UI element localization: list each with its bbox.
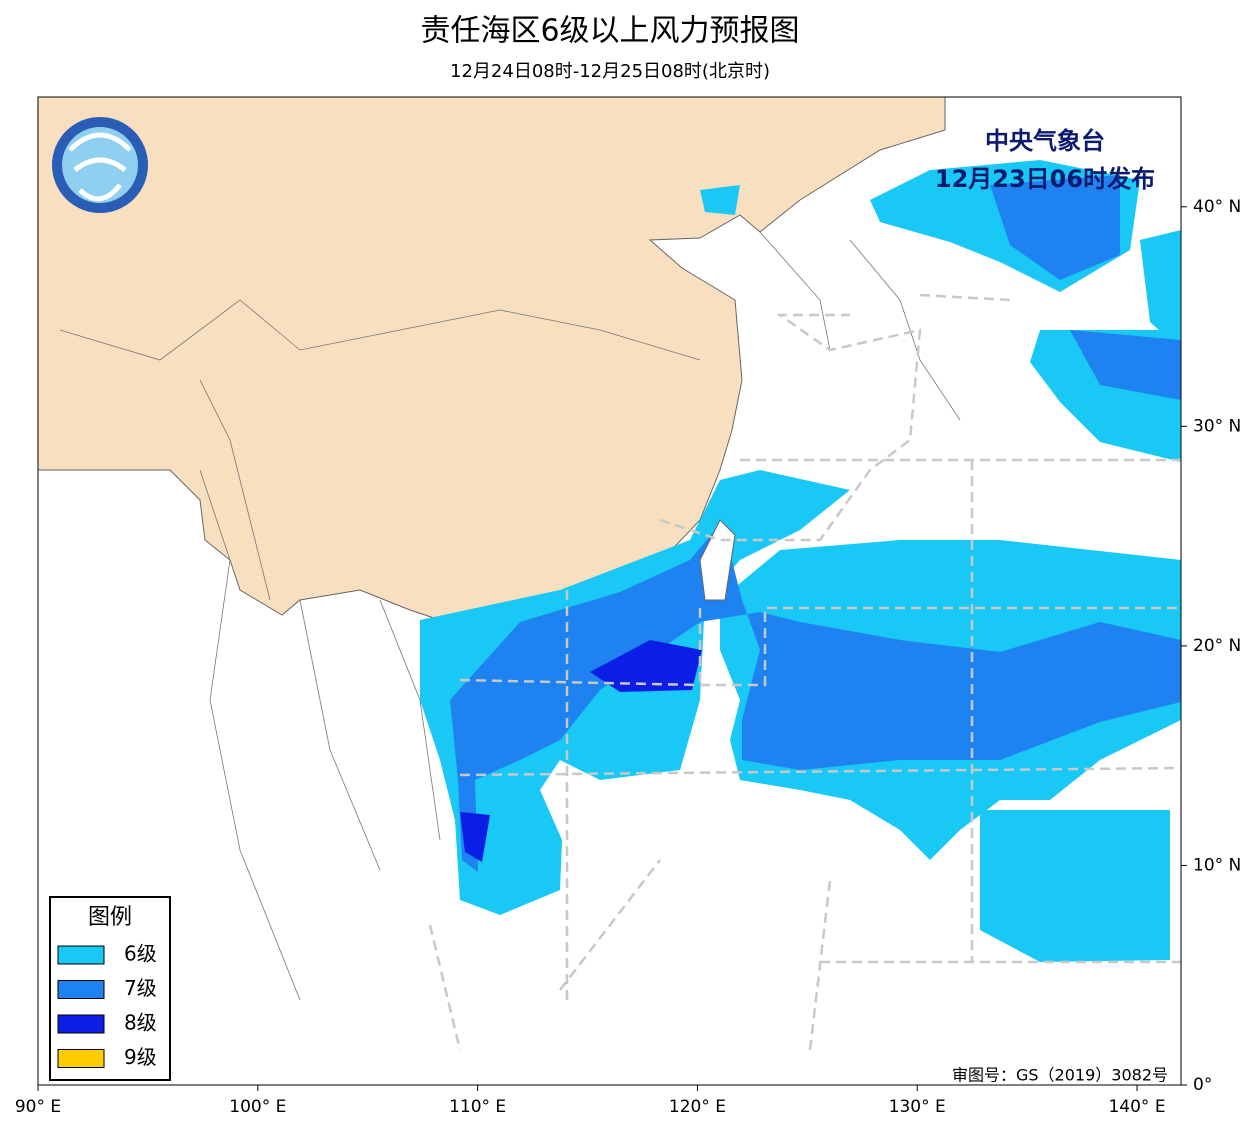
logo-inner (62, 127, 138, 203)
x-tick-label: 90° E (15, 1097, 61, 1117)
zone (460, 640, 702, 862)
logo (52, 117, 148, 213)
legend-label: 7级 (124, 976, 157, 1000)
legend-label: 6级 (124, 942, 157, 966)
zone (700, 185, 1181, 462)
legend-label: 9级 (124, 1045, 157, 1069)
y-tick-label: 20° N (1193, 636, 1241, 656)
x-tick-label: 100° E (229, 1097, 286, 1117)
legend-swatch (57, 980, 105, 999)
subtitle: 12月24日08时-12月25日08时(北京时) (450, 61, 770, 82)
issuer-time: 12月23日06时发布 (935, 165, 1155, 193)
issuer-name: 中央气象台 (985, 127, 1105, 155)
sea-area-boundaries (428, 293, 1182, 1051)
zone (450, 522, 1181, 872)
zone (990, 175, 1181, 400)
x-tick-label: 110° E (449, 1097, 506, 1117)
y-tick-label: 10° N (1193, 855, 1241, 875)
y-tick-label: 30° N (1193, 416, 1241, 436)
map-area: 中央气象台 12月23日06时发布 审图号：GS（2019）3082号 图例 6… (37, 96, 1182, 1085)
y-tick-label: 0° (1193, 1075, 1212, 1095)
map-frame (37, 96, 1182, 1086)
x-tick-label: 130° E (889, 1097, 946, 1117)
approval-number: 审图号：GS（2019）3082号 (952, 1066, 1168, 1085)
rivers (59, 299, 701, 601)
y-tick-label: 40° N (1193, 197, 1241, 217)
legend-swatch (57, 1014, 105, 1034)
zone (980, 810, 1170, 962)
legend-title: 图例 (88, 905, 132, 930)
x-tick-label: 120° E (669, 1097, 726, 1117)
title: 责任海区6级以上风力预报图 (420, 14, 799, 49)
legend-label: 8级 (124, 1011, 157, 1035)
legend: 图例 6级 7级 8级 9级 (49, 896, 171, 1081)
logo-mark (68, 132, 132, 202)
legend-swatch (57, 945, 105, 965)
x-tick-label: 140° E (1108, 1097, 1165, 1117)
legend-swatch (57, 1049, 105, 1068)
zone (420, 470, 850, 915)
wind-zones (420, 160, 1181, 962)
